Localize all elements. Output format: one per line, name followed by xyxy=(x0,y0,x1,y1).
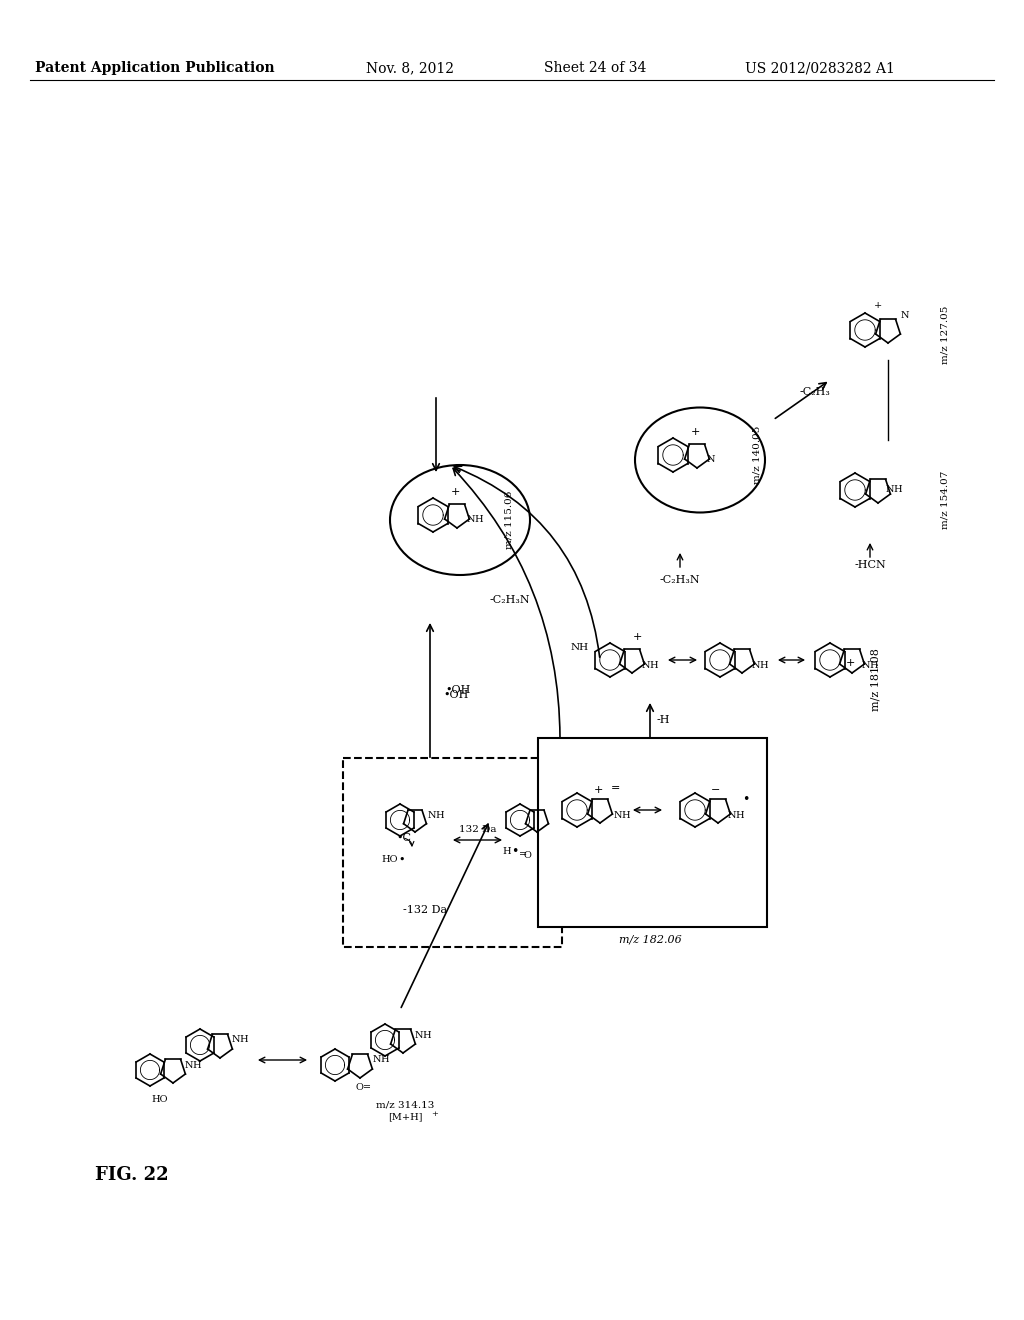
Text: N: N xyxy=(728,810,736,820)
Text: m/z 181.08: m/z 181.08 xyxy=(870,648,880,711)
Text: Patent Application Publication: Patent Application Publication xyxy=(35,61,274,75)
Text: +: + xyxy=(451,487,460,498)
Text: m/z 182.06: m/z 182.06 xyxy=(618,935,681,945)
Text: •OH: •OH xyxy=(443,690,468,700)
Text: m/z 314.13: m/z 314.13 xyxy=(376,1101,434,1110)
Text: H: H xyxy=(380,1056,389,1064)
Text: +: + xyxy=(846,657,855,668)
Text: O: O xyxy=(523,850,530,859)
Text: -C₂H₃: -C₂H₃ xyxy=(800,387,830,397)
Text: [M+H]: [M+H] xyxy=(388,1113,422,1122)
Text: Nov. 8, 2012: Nov. 8, 2012 xyxy=(366,61,454,75)
Text: •: • xyxy=(742,793,750,807)
Text: -H: -H xyxy=(656,715,670,725)
Text: N: N xyxy=(415,1031,424,1040)
Text: H: H xyxy=(894,486,902,495)
Text: •C: •C xyxy=(396,833,412,843)
Text: −: − xyxy=(712,785,721,795)
FancyBboxPatch shape xyxy=(538,738,767,927)
Text: +: + xyxy=(690,426,699,437)
Ellipse shape xyxy=(635,408,765,512)
Text: H: H xyxy=(760,660,768,669)
Text: N: N xyxy=(752,660,760,669)
Text: +: + xyxy=(431,1110,438,1118)
Text: H: H xyxy=(435,812,443,821)
Text: HO: HO xyxy=(382,855,398,865)
Text: H: H xyxy=(735,810,744,820)
Text: 132 Da: 132 Da xyxy=(459,825,497,834)
Text: N: N xyxy=(862,660,870,669)
Text: N: N xyxy=(232,1035,241,1044)
Text: -HCN: -HCN xyxy=(854,560,886,570)
Text: =: = xyxy=(519,850,527,859)
Text: N: N xyxy=(886,486,894,495)
Text: Sheet 24 of 34: Sheet 24 of 34 xyxy=(544,61,646,75)
Text: -C₂H₃N: -C₂H₃N xyxy=(489,595,530,605)
Text: H: H xyxy=(193,1060,201,1069)
Text: +: + xyxy=(593,785,603,795)
Text: •: • xyxy=(511,846,519,858)
Text: m/z 140.05: m/z 140.05 xyxy=(752,426,761,484)
Text: N: N xyxy=(373,1056,382,1064)
Text: H: H xyxy=(649,660,658,669)
Text: N: N xyxy=(901,310,909,319)
Text: US 2012/0283282 A1: US 2012/0283282 A1 xyxy=(745,61,895,75)
Text: H: H xyxy=(475,516,483,524)
Text: N: N xyxy=(428,812,436,821)
Text: •: • xyxy=(398,855,406,865)
Text: HO: HO xyxy=(152,1096,168,1105)
Text: -C₂H₃N: -C₂H₃N xyxy=(659,576,700,585)
Text: m/z 115.06: m/z 115.06 xyxy=(505,491,514,549)
Text: •OH: •OH xyxy=(445,685,470,696)
Text: =: = xyxy=(610,783,620,793)
Text: +: + xyxy=(873,301,882,309)
Text: H: H xyxy=(422,1031,431,1040)
Text: N: N xyxy=(185,1060,194,1069)
Text: m/z 127.05: m/z 127.05 xyxy=(940,306,949,364)
Text: +: + xyxy=(632,632,642,642)
Text: m/z 154.07: m/z 154.07 xyxy=(940,471,949,529)
FancyBboxPatch shape xyxy=(343,758,562,946)
Text: H: H xyxy=(239,1035,248,1044)
Text: O=: O= xyxy=(355,1084,371,1093)
Text: H: H xyxy=(869,660,879,669)
Text: N: N xyxy=(707,455,715,465)
Text: -132 Da: -132 Da xyxy=(402,906,447,915)
Text: N: N xyxy=(642,660,650,669)
Text: N: N xyxy=(467,516,475,524)
Text: H: H xyxy=(503,847,511,857)
Text: NH: NH xyxy=(571,644,589,652)
Text: H: H xyxy=(622,810,631,820)
Text: FIG. 22: FIG. 22 xyxy=(95,1166,169,1184)
Ellipse shape xyxy=(390,465,530,576)
Text: N: N xyxy=(613,810,623,820)
